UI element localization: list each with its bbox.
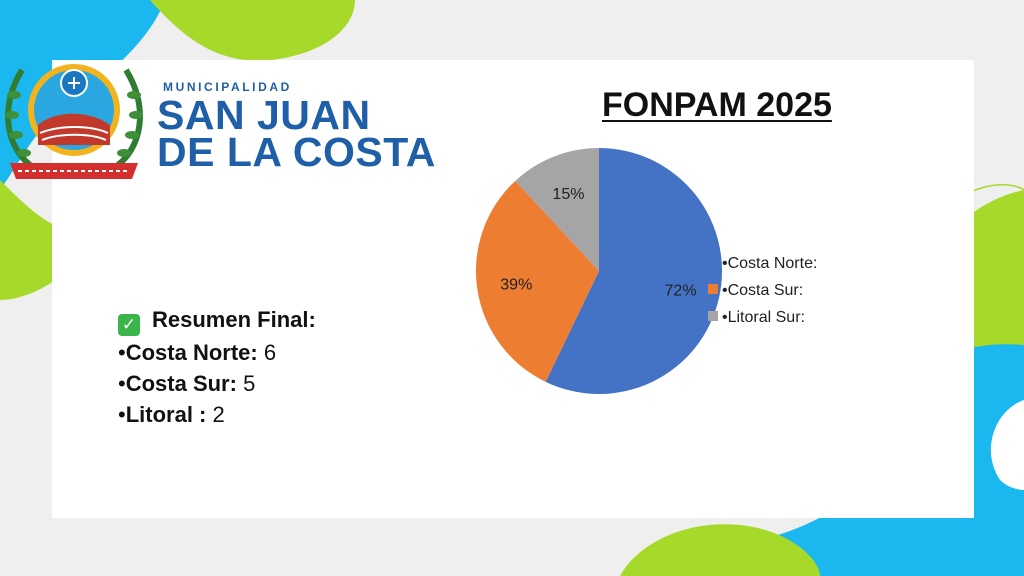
legend-swatch bbox=[708, 284, 718, 294]
brand-name-line2: DE LA COSTA bbox=[157, 129, 436, 175]
summary-item-label: Litoral : bbox=[125, 402, 207, 427]
municipal-crest-logo bbox=[5, 64, 143, 179]
check-icon: ✓ bbox=[118, 314, 140, 336]
brand-municipality-label: MUNICIPALIDAD bbox=[163, 80, 292, 94]
brand-name-line1: SAN JUAN bbox=[157, 92, 371, 138]
legend-swatch bbox=[708, 257, 718, 267]
summary-block: ✓ Resumen Final: •Costa Norte: 6 •Costa S… bbox=[118, 304, 316, 430]
summary-header: Resumen Final: bbox=[152, 307, 316, 332]
pie-data-label: 39% bbox=[500, 276, 532, 293]
legend-label: •Costa Sur: bbox=[722, 282, 803, 299]
pie-data-label: 72% bbox=[665, 283, 697, 300]
pie-slice-2 bbox=[515, 148, 599, 271]
pie-slice-1 bbox=[476, 180, 599, 382]
summary-item-value: 5 bbox=[243, 371, 256, 396]
summary-item: •Litoral : 2 bbox=[118, 402, 225, 427]
page-title: FONPAM 2025 bbox=[602, 86, 832, 124]
legend-label: •Costa Norte: bbox=[722, 255, 817, 272]
legend-swatch bbox=[708, 311, 718, 321]
summary-item: •Costa Sur: 5 bbox=[118, 371, 256, 396]
summary-item-label: Costa Norte: bbox=[125, 340, 258, 365]
summary-item: •Costa Norte: 6 bbox=[118, 340, 277, 365]
pie-data-label: 15% bbox=[552, 186, 584, 203]
summary-item-value: 6 bbox=[263, 340, 277, 365]
pie-slice-0 bbox=[545, 148, 722, 394]
legend-label: •Litoral Sur: bbox=[722, 309, 805, 326]
summary-item-value: 2 bbox=[212, 402, 225, 427]
summary-item-label: Costa Sur: bbox=[125, 371, 237, 396]
